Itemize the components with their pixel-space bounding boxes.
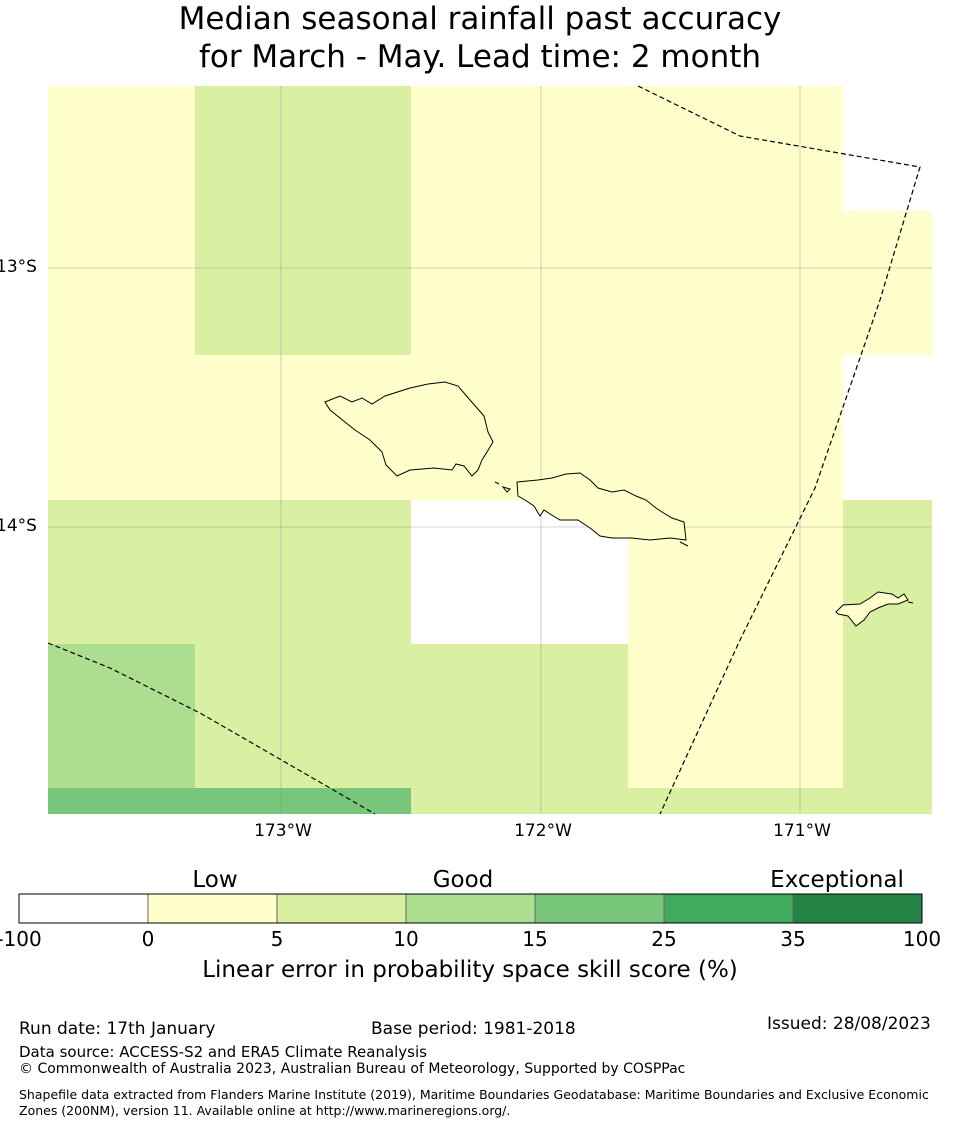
cell [48,644,195,788]
colorbar-swatch [534,893,665,924]
cell [843,355,932,500]
skill-cells [48,86,932,814]
lon-label-171w: 171°W [773,821,831,841]
base-period: Base period: 1981-2018 [371,1019,576,1039]
map-panel: 13°S 14°S 173°W 172°W 171°W [0,85,932,841]
colorbar-tick-label: 100 [902,927,942,951]
colorbar-swatch [405,893,536,924]
cell [195,644,628,788]
map-title: Median seasonal rainfall past accuracy f… [0,0,960,76]
colorbar-outline [18,893,923,924]
cell [843,500,932,788]
colorbar-swatch [276,893,407,924]
copyright: © Commonwealth of Australia 2023, Austra… [19,1061,686,1077]
cell [48,788,411,814]
lon-label-173w: 173°W [254,821,312,841]
shapefile-credit: Shapefile data extracted from Flanders M… [19,1087,929,1118]
colorbar-tick-label: 15 [522,927,548,951]
coastline-fragment [494,481,500,485]
apolima-island [501,486,511,493]
title-line-2: for March - May. Lead time: 2 month [198,39,762,75]
colorbar-tick-label: 25 [651,927,677,951]
colorbar-swatch [18,893,149,924]
lon-label-172w: 172°W [514,821,572,841]
run-date: Run date: 17th January [19,1019,216,1039]
map-svg [47,85,932,815]
colorbar-swatch [663,893,794,924]
colorbar-label: Linear error in probability space skill … [202,957,738,983]
lat-label-14s: 14°S [0,516,37,536]
colorbar-tick-label: 0 [141,927,155,951]
upolu-island [516,472,687,541]
islands [324,381,909,627]
savaii-island [324,381,494,477]
coastline-fragment [679,541,689,547]
lat-label-13s: 13°S [0,257,37,277]
eez-boundary [47,85,921,815]
data-source: Data source: ACCESS-S2 and ERA5 Climate … [19,1043,427,1061]
colorbar-tick-label: -100 [0,927,42,951]
colorbar-tick-label: 35 [780,927,806,951]
colorbar-tick-label: 10 [393,927,419,951]
cell [411,788,932,814]
colorbar-tick-label: 5 [270,927,284,951]
colorbar-swatch [792,893,923,924]
cell [195,86,411,355]
coastline-fragment [907,601,914,604]
colorbar-swatches [18,893,923,924]
issued-date: Issued: 28/08/2023 [767,1014,931,1034]
title-line-1: Median seasonal rainfall past accuracy [178,1,782,37]
colorbar-swatch [147,893,278,924]
legend-category-low: Low [192,867,238,893]
tutuila-island [835,591,909,627]
cell [48,500,411,644]
legend-category-exceptional: Exceptional [770,867,904,893]
graticule [48,86,932,814]
legend-category-good: Good [432,867,494,893]
cell [843,86,932,211]
